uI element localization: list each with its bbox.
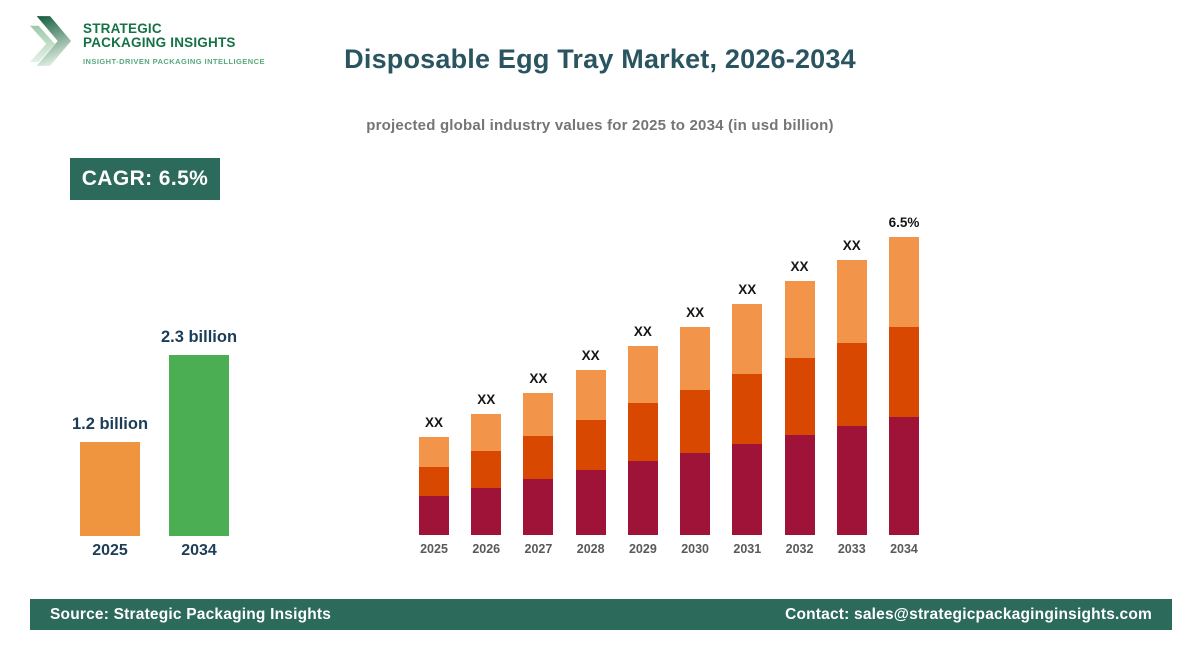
stacked-chart-column: 6.5% 2034 — [888, 200, 920, 560]
mini-bar — [169, 355, 229, 536]
top-segment — [836, 260, 867, 343]
top-segment — [732, 304, 763, 374]
middle-segment — [419, 467, 449, 496]
x-tick-label: 2027 — [524, 542, 553, 556]
bottom-segment — [680, 453, 711, 535]
bar-value-label: XX — [477, 392, 496, 407]
stacked-chart-column: XX 2028 — [575, 200, 606, 560]
logo-name-line2: PACKAGING INSIGHTS — [83, 35, 236, 50]
footer: Source: Strategic Packaging Insights Con… — [30, 599, 1172, 630]
top-segment — [419, 437, 449, 467]
top-segment — [575, 370, 606, 420]
middle-segment — [784, 358, 815, 435]
middle-segment — [523, 436, 554, 479]
x-tick-label: 2032 — [785, 542, 814, 556]
stacked-chart-column: XX 2031 — [732, 200, 763, 560]
stacked-chart-column: XX 2025 — [419, 200, 449, 560]
stacked-bar — [784, 281, 815, 535]
stacked-chart-column: XX 2030 — [680, 200, 711, 560]
top-segment — [471, 414, 502, 451]
stacked-bar — [680, 327, 711, 535]
middle-segment — [888, 327, 919, 417]
x-tick-label: 2034 — [890, 542, 918, 556]
mini-bar — [80, 442, 140, 536]
top-segment — [523, 393, 554, 436]
middle-segment — [680, 390, 711, 453]
bar-value-label: XX — [842, 238, 861, 253]
bar-value-label: XX — [529, 371, 548, 386]
stacked-chart-column: XX 2033 — [836, 200, 867, 560]
logo-chevron-icon — [30, 16, 72, 66]
bottom-segment — [419, 496, 449, 535]
bar-value-label: 2.3 billion — [160, 328, 238, 346]
stacked-bar — [836, 260, 867, 535]
x-tick-label: 2030 — [681, 542, 709, 556]
stacked-bar — [888, 237, 919, 535]
middle-segment — [575, 420, 606, 470]
stacked-chart-column: XX 2029 — [627, 200, 658, 560]
x-tick-label: 2025 — [420, 542, 448, 556]
stacked-bar — [523, 393, 554, 535]
middle-segment — [836, 343, 867, 426]
x-tick-label: 2026 — [472, 542, 501, 556]
footer-contact: Contact: sales@strategicpackaginginsight… — [785, 605, 1152, 623]
page-title: Disposable Egg Tray Market, 2026-2034 — [344, 44, 856, 74]
page-subtitle: projected global industry values for 202… — [366, 117, 834, 134]
bottom-segment — [784, 435, 815, 535]
top-segment — [888, 237, 919, 327]
top-segment — [680, 327, 711, 390]
mini-chart-column: 2.3 billion 2034 — [161, 318, 237, 562]
stacked-bar — [471, 414, 502, 535]
bar-value-label: 6.5% — [888, 215, 920, 230]
stacked-chart: XX 2025 XX 2026 XX 2027 XX 2028 XX 2029 XX 2030 XX 20… — [419, 200, 919, 560]
logo-text: STRATEGIC PACKAGING INSIGHTS INSIGHT-DRI… — [83, 13, 265, 67]
logo: STRATEGIC PACKAGING INSIGHTS INSIGHT-DRI… — [30, 13, 265, 69]
mini-chart-column: 1.2 billion 2025 — [72, 318, 148, 562]
middle-segment — [471, 451, 502, 488]
x-tick-label: 2034 — [181, 542, 217, 559]
bar-value-label: XX — [581, 348, 600, 363]
logo-name-line1: STRATEGIC — [83, 21, 162, 36]
bottom-segment — [575, 470, 606, 535]
stacked-bar — [419, 437, 449, 535]
bottom-segment — [888, 417, 919, 535]
bar-value-label: XX — [686, 305, 705, 320]
x-tick-label: 2033 — [837, 542, 866, 556]
x-tick-label: 2028 — [576, 542, 605, 556]
stacked-chart-column: XX 2027 — [523, 200, 554, 560]
x-tick-label: 2031 — [733, 542, 762, 556]
stacked-bar — [627, 346, 658, 535]
bottom-segment — [627, 461, 658, 535]
middle-segment — [627, 403, 658, 461]
mini-chart: 1.2 billion 2025 2.3 billion 2034 — [72, 318, 237, 562]
bar-value-label: 1.2 billion — [71, 415, 149, 433]
x-tick-label: 2029 — [628, 542, 657, 556]
stacked-bar — [732, 304, 763, 535]
bottom-segment — [732, 444, 763, 535]
bottom-segment — [523, 479, 554, 535]
x-tick-label: 2025 — [92, 542, 128, 559]
bottom-segment — [471, 488, 502, 535]
cagr-badge: CAGR: 6.5% — [70, 158, 220, 200]
bar-value-label: XX — [424, 415, 443, 430]
logo-tagline: INSIGHT-DRIVEN PACKAGING INTELLIGENCE — [83, 57, 265, 66]
bar-value-label: XX — [633, 324, 652, 339]
bar-value-label: XX — [738, 282, 757, 297]
stacked-chart-column: XX 2026 — [471, 200, 502, 560]
top-segment — [784, 281, 815, 358]
footer-source: Source: Strategic Packaging Insights — [50, 605, 332, 623]
top-segment — [627, 346, 658, 403]
bar-value-label: XX — [790, 259, 809, 274]
middle-segment — [732, 374, 763, 444]
stacked-bar — [575, 370, 606, 535]
bottom-segment — [836, 426, 867, 535]
stacked-chart-column: XX 2032 — [784, 200, 815, 560]
